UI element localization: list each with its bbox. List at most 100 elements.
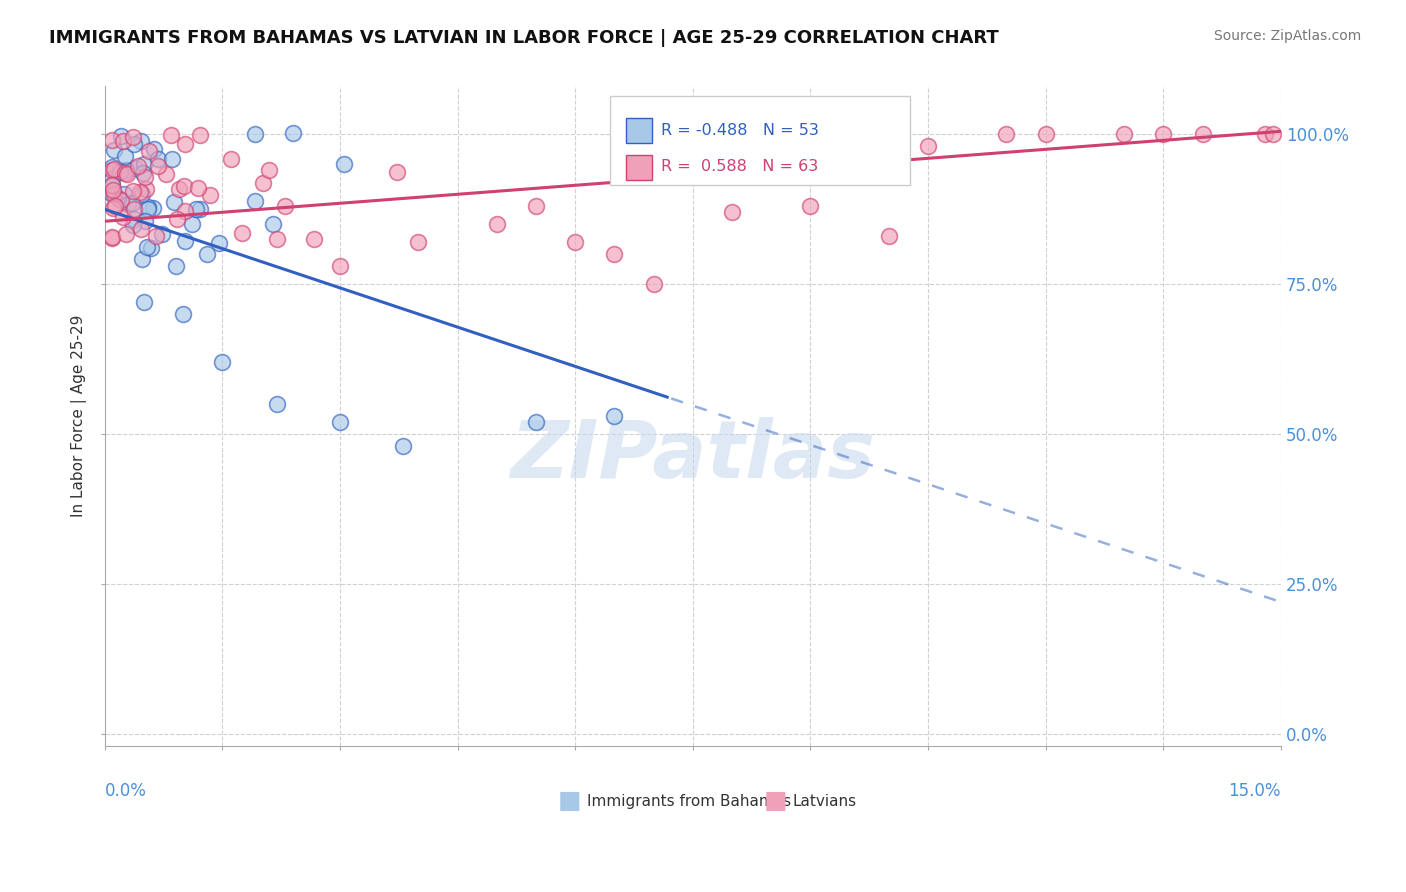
Point xyxy=(101,178,124,192)
Point xyxy=(103,143,125,157)
Point xyxy=(198,187,221,202)
Point xyxy=(1114,128,1136,142)
Point xyxy=(188,202,211,217)
Point xyxy=(101,186,124,201)
Point xyxy=(917,139,939,153)
Point xyxy=(391,439,413,453)
Point xyxy=(799,199,821,213)
Point xyxy=(129,222,152,236)
Point xyxy=(101,229,124,244)
FancyBboxPatch shape xyxy=(610,96,911,186)
Point xyxy=(114,166,136,180)
Text: Latvians: Latvians xyxy=(793,794,856,809)
Point xyxy=(721,205,744,219)
Point xyxy=(186,202,208,216)
Point xyxy=(174,235,197,249)
Point xyxy=(155,167,177,181)
Point xyxy=(112,134,135,148)
Point xyxy=(142,201,165,215)
Point xyxy=(122,185,145,199)
Point xyxy=(110,128,132,143)
Point xyxy=(1035,128,1057,142)
Point xyxy=(329,259,352,273)
Point xyxy=(877,229,900,244)
Y-axis label: In Labor Force | Age 25-29: In Labor Force | Age 25-29 xyxy=(72,315,87,517)
Point xyxy=(180,217,202,231)
Point xyxy=(173,136,195,151)
Text: 15.0%: 15.0% xyxy=(1229,782,1281,800)
Text: Immigrants from Bahamas: Immigrants from Bahamas xyxy=(586,794,792,809)
Point xyxy=(262,217,284,231)
Point xyxy=(131,187,153,202)
Point xyxy=(1191,128,1213,142)
Point xyxy=(245,128,267,142)
Point xyxy=(231,226,253,240)
Point xyxy=(127,159,149,173)
Point xyxy=(104,198,127,212)
Point xyxy=(134,214,156,228)
Point xyxy=(124,202,146,216)
Point xyxy=(101,133,124,147)
Point xyxy=(160,128,183,142)
Point xyxy=(136,201,159,215)
Point xyxy=(304,232,326,246)
Point xyxy=(132,295,155,310)
Point xyxy=(103,162,125,177)
Point xyxy=(101,201,124,215)
Point xyxy=(243,194,266,208)
Point xyxy=(114,149,136,163)
Point xyxy=(115,163,138,178)
Point xyxy=(143,142,166,156)
Point xyxy=(134,157,156,171)
Point xyxy=(173,203,195,218)
FancyBboxPatch shape xyxy=(626,119,651,144)
Text: Source: ZipAtlas.com: Source: ZipAtlas.com xyxy=(1213,29,1361,43)
Point xyxy=(281,126,304,140)
Point xyxy=(122,136,145,151)
Point xyxy=(333,157,356,171)
Text: IMMIGRANTS FROM BAHAMAS VS LATVIAN IN LABOR FORCE | AGE 25-29 CORRELATION CHART: IMMIGRANTS FROM BAHAMAS VS LATVIAN IN LA… xyxy=(49,29,998,46)
Point xyxy=(603,409,626,424)
Point xyxy=(266,232,288,246)
Point xyxy=(101,183,124,197)
Point xyxy=(103,186,125,201)
Point xyxy=(1254,128,1277,142)
Point xyxy=(160,152,183,166)
Point xyxy=(112,187,135,202)
Point xyxy=(995,128,1018,142)
Point xyxy=(165,259,187,273)
Point xyxy=(524,199,547,213)
Point xyxy=(408,235,430,250)
Text: ■: ■ xyxy=(557,789,581,813)
Point xyxy=(603,247,626,261)
Point xyxy=(188,128,211,142)
Point xyxy=(121,195,143,210)
Point xyxy=(167,182,190,196)
Point xyxy=(221,152,243,166)
Point xyxy=(166,211,188,226)
Point xyxy=(148,160,170,174)
Point xyxy=(121,130,143,145)
Point xyxy=(101,231,124,245)
Point xyxy=(211,355,233,369)
Point xyxy=(138,144,160,158)
Point xyxy=(208,236,231,251)
Text: R = -0.488   N = 53: R = -0.488 N = 53 xyxy=(661,123,818,137)
Point xyxy=(150,227,173,241)
Point xyxy=(108,165,131,179)
Point xyxy=(108,192,131,206)
Point xyxy=(131,252,153,266)
Point xyxy=(259,162,281,177)
Point xyxy=(122,211,145,226)
Point xyxy=(128,185,150,199)
Point xyxy=(129,134,152,148)
Point xyxy=(122,218,145,232)
Point xyxy=(124,161,146,176)
Point xyxy=(187,180,209,194)
Point xyxy=(115,168,138,182)
Point xyxy=(252,176,274,190)
Point xyxy=(136,202,159,216)
Point xyxy=(139,241,162,255)
Point xyxy=(163,195,186,210)
Point xyxy=(1152,128,1174,142)
